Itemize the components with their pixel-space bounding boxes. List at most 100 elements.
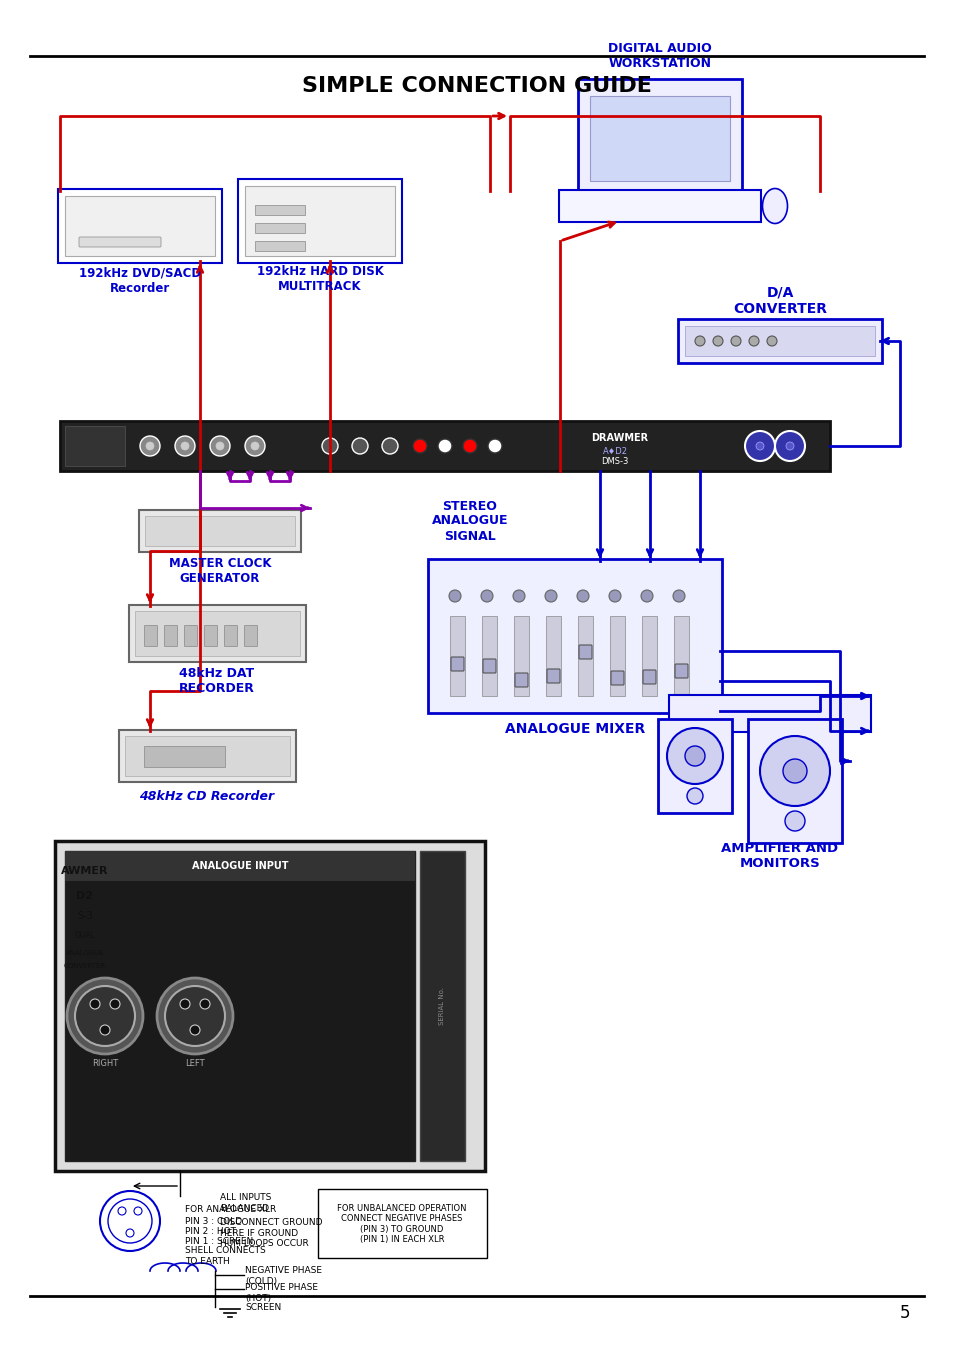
Circle shape xyxy=(744,431,774,461)
Circle shape xyxy=(126,1229,133,1238)
FancyBboxPatch shape xyxy=(135,611,299,657)
Circle shape xyxy=(730,336,740,346)
Circle shape xyxy=(165,986,225,1046)
Text: D2: D2 xyxy=(76,892,93,901)
FancyBboxPatch shape xyxy=(678,319,882,363)
Circle shape xyxy=(544,590,557,603)
FancyBboxPatch shape xyxy=(514,616,529,696)
FancyBboxPatch shape xyxy=(558,190,760,222)
Text: 192kHz HARD DISK
MULTITRACK: 192kHz HARD DISK MULTITRACK xyxy=(256,265,383,293)
FancyBboxPatch shape xyxy=(244,626,257,647)
Circle shape xyxy=(140,436,160,457)
Text: AMPLIFIER AND
MONITORS: AMPLIFIER AND MONITORS xyxy=(720,842,838,870)
Text: AWMER: AWMER xyxy=(61,866,109,875)
FancyBboxPatch shape xyxy=(451,662,463,676)
Circle shape xyxy=(784,811,804,831)
Text: A♦D2: A♦D2 xyxy=(602,446,627,455)
Text: DIGITAL AUDIO
WORKSTATION: DIGITAL AUDIO WORKSTATION xyxy=(607,42,711,70)
FancyBboxPatch shape xyxy=(164,626,177,647)
Circle shape xyxy=(110,998,120,1009)
FancyBboxPatch shape xyxy=(673,616,688,696)
Text: POSITIVE PHASE
(HOT): POSITIVE PHASE (HOT) xyxy=(245,1283,317,1302)
Circle shape xyxy=(200,998,210,1009)
Circle shape xyxy=(75,986,135,1046)
Circle shape xyxy=(90,998,100,1009)
Text: CONVERTER: CONVERTER xyxy=(64,963,106,969)
FancyBboxPatch shape xyxy=(747,719,841,843)
Text: PIN 1 : SCREEN: PIN 1 : SCREEN xyxy=(185,1236,253,1246)
FancyBboxPatch shape xyxy=(578,78,741,193)
Text: LEFT: LEFT xyxy=(185,1059,205,1069)
Circle shape xyxy=(672,590,684,603)
Circle shape xyxy=(608,590,620,603)
FancyBboxPatch shape xyxy=(481,616,497,696)
Circle shape xyxy=(118,1206,126,1215)
Text: ANALOGUE MIXER: ANALOGUE MIXER xyxy=(504,721,644,736)
Text: RIGHT: RIGHT xyxy=(91,1059,118,1069)
FancyBboxPatch shape xyxy=(450,616,464,696)
FancyBboxPatch shape xyxy=(65,426,125,466)
FancyBboxPatch shape xyxy=(578,616,593,696)
Circle shape xyxy=(245,436,265,457)
Circle shape xyxy=(755,442,763,450)
FancyBboxPatch shape xyxy=(545,616,560,696)
Circle shape xyxy=(180,998,190,1009)
FancyBboxPatch shape xyxy=(254,205,305,215)
Text: SCREEN: SCREEN xyxy=(245,1302,281,1312)
Text: ANALOGUE INPUT: ANALOGUE INPUT xyxy=(192,861,288,871)
Text: 48kHz CD Recorder: 48kHz CD Recorder xyxy=(139,790,274,804)
Circle shape xyxy=(785,442,793,450)
Text: FOR UNBALANCED OPERATION
CONNECT NEGATIVE PHASES
(PIN 3) TO GROUND
(PIN 1) IN EA: FOR UNBALANCED OPERATION CONNECT NEGATIV… xyxy=(337,1204,466,1244)
FancyBboxPatch shape xyxy=(65,196,214,255)
Circle shape xyxy=(146,442,153,450)
FancyBboxPatch shape xyxy=(58,189,222,263)
FancyBboxPatch shape xyxy=(204,626,217,647)
Text: DRAWMER: DRAWMER xyxy=(591,434,648,443)
Circle shape xyxy=(712,336,722,346)
Text: 48kHz DAT
RECORDER: 48kHz DAT RECORDER xyxy=(179,667,254,694)
Ellipse shape xyxy=(761,189,786,223)
FancyBboxPatch shape xyxy=(317,1189,486,1258)
Circle shape xyxy=(381,438,397,454)
Circle shape xyxy=(133,1206,142,1215)
Circle shape xyxy=(157,978,233,1054)
Text: MASTER CLOCK
GENERATOR: MASTER CLOCK GENERATOR xyxy=(169,557,271,585)
Circle shape xyxy=(640,590,652,603)
FancyBboxPatch shape xyxy=(60,422,829,471)
Circle shape xyxy=(437,439,452,453)
Text: DUAL: DUAL xyxy=(74,931,95,940)
Circle shape xyxy=(462,439,476,453)
FancyBboxPatch shape xyxy=(145,516,294,546)
FancyBboxPatch shape xyxy=(184,626,197,647)
FancyBboxPatch shape xyxy=(675,659,687,673)
Circle shape xyxy=(766,336,776,346)
Circle shape xyxy=(215,442,224,450)
Circle shape xyxy=(686,788,702,804)
FancyBboxPatch shape xyxy=(578,654,592,667)
Text: PIN 3 : COLD: PIN 3 : COLD xyxy=(185,1216,242,1225)
Text: ANALOGUE: ANALOGUE xyxy=(66,950,104,957)
FancyBboxPatch shape xyxy=(129,605,306,662)
Circle shape xyxy=(480,590,493,603)
Text: 192kHz DVD/SACD
Recorder: 192kHz DVD/SACD Recorder xyxy=(79,267,201,295)
Circle shape xyxy=(181,442,189,450)
FancyBboxPatch shape xyxy=(589,96,729,181)
Circle shape xyxy=(748,336,759,346)
FancyBboxPatch shape xyxy=(144,626,157,647)
FancyBboxPatch shape xyxy=(515,663,527,678)
FancyBboxPatch shape xyxy=(119,730,295,782)
FancyBboxPatch shape xyxy=(684,326,874,357)
Circle shape xyxy=(100,1025,110,1035)
FancyBboxPatch shape xyxy=(482,647,496,661)
FancyBboxPatch shape xyxy=(609,616,624,696)
FancyBboxPatch shape xyxy=(79,236,161,247)
Circle shape xyxy=(666,728,722,784)
FancyBboxPatch shape xyxy=(658,719,731,813)
Circle shape xyxy=(513,590,524,603)
Circle shape xyxy=(352,438,368,454)
FancyBboxPatch shape xyxy=(65,851,415,1161)
Circle shape xyxy=(322,438,337,454)
FancyBboxPatch shape xyxy=(245,186,395,255)
Text: NEGATIVE PHASE
(COLD): NEGATIVE PHASE (COLD) xyxy=(245,1266,322,1286)
Circle shape xyxy=(760,736,829,807)
